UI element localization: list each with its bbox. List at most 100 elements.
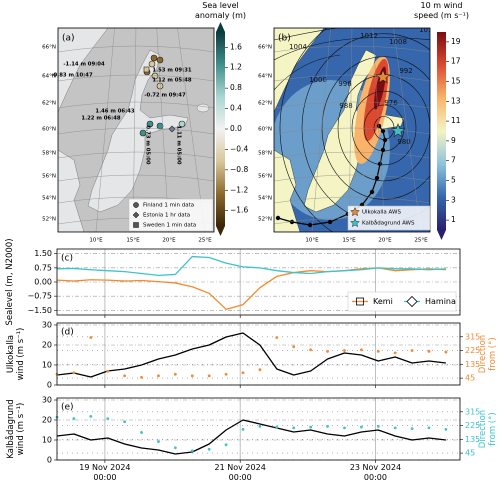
x-tick-label: 21 Nov 2024 00:00 [214, 463, 266, 482]
colorbar-tick-label: 9 [451, 136, 456, 145]
direction-point [275, 336, 279, 339]
annotation: -1.14 m 09:04 [63, 62, 105, 68]
station [139, 129, 147, 137]
lon-label: 25°E [414, 238, 428, 244]
panel-label: (a) [62, 34, 75, 44]
graticule [177, 28, 206, 232]
track-point [382, 137, 388, 143]
isobar-label: 1008 [389, 38, 407, 46]
sea [58, 28, 109, 113]
series-line [56, 332, 446, 378]
annotation: -0.83 m 10:47 [51, 73, 93, 79]
colorbar-tick-label: −1.6 [230, 206, 248, 215]
direction-point [359, 425, 363, 429]
y-tick-label: −1.50 [27, 306, 52, 315]
colorbar-extend [437, 230, 446, 240]
direction-point [292, 426, 296, 430]
annotation: 1.46 m 06:43 [95, 109, 134, 115]
colorbar-tick-label: 0.8 [230, 83, 242, 92]
graticule [58, 101, 214, 109]
track-point [369, 189, 375, 195]
colorbar [437, 32, 446, 230]
graticule [58, 127, 214, 135]
direction-point [89, 414, 93, 418]
y-tick-label: 1.50 [34, 249, 52, 258]
direction-point [292, 345, 296, 349]
lon-label: 10°E [305, 238, 319, 244]
axes-frame [56, 397, 461, 461]
direction-point [343, 426, 346, 430]
direction-point [106, 369, 110, 373]
colorbar [216, 32, 225, 226]
colorbar-tick-label: 7 [451, 156, 456, 165]
y-tick-label: 30 [42, 321, 52, 330]
lat-label: 54°N [42, 196, 56, 202]
colorbar-tick-label: 17 [451, 57, 461, 66]
axes-frame [56, 248, 461, 316]
track-point [380, 147, 386, 153]
colorbar-tick-label: −0.4 [230, 144, 248, 153]
direction-point [190, 374, 194, 378]
map-area: 1004 1012 1008 1012 1000 996 992 988 976 980 [274, 28, 430, 232]
direction-point [410, 349, 414, 352]
y-tick-label: 0.00 [34, 278, 52, 287]
direction-point [309, 348, 313, 352]
y2-tick-label: 45 [465, 449, 475, 458]
direction-point [123, 420, 127, 424]
graticule [348, 28, 353, 232]
y2-tick-label: 315 [465, 332, 480, 341]
direction-point [173, 446, 177, 450]
graticule [274, 45, 430, 53]
legend-marker [133, 222, 139, 228]
isobar-label: 1000 [309, 76, 327, 84]
y-tick-label: 30 [42, 396, 52, 405]
graticule [95, 28, 115, 232]
isobar [274, 28, 340, 41]
direction-point [72, 417, 76, 421]
y-axis-label: Kalbådagrund wind (m s⁻¹) [5, 399, 26, 459]
legend-label: Sweden 1 min data [143, 223, 196, 229]
legend-box [128, 198, 214, 232]
direction-point [393, 351, 397, 355]
isobar-label: 996 [338, 80, 352, 88]
legend-label: Finland 1 min data [143, 203, 194, 209]
graticule [311, 28, 331, 232]
y-tick-label: 0.75 [34, 263, 52, 272]
direction-point [444, 350, 448, 354]
track-point [289, 219, 295, 225]
y-tick-label: 0 [47, 456, 52, 465]
y2-tick-label: 315 [465, 407, 480, 416]
station [143, 66, 150, 73]
direction-point [72, 371, 76, 375]
track-point [327, 219, 333, 225]
legend-marker [133, 202, 139, 208]
direction-point [140, 431, 143, 434]
track-point [380, 128, 386, 134]
direction-point [190, 449, 194, 453]
colorbar-title: Sea level anomaly (m) [194, 1, 247, 20]
wind-field [274, 149, 301, 232]
isobar-label: 988 [339, 102, 352, 110]
panel-label: (b) [278, 34, 291, 44]
annotation: 1.53 m 09:31 [152, 68, 191, 74]
axes-frame [56, 322, 461, 386]
direction-point [258, 368, 262, 372]
graticule [58, 45, 214, 53]
direction-point [376, 349, 380, 353]
y2-tick-label: 225 [465, 421, 480, 430]
station [146, 120, 154, 128]
map-frame [273, 27, 431, 233]
colorbar-tick-label: 1.6 [230, 42, 242, 51]
colorbar-tick-label: 19 [451, 37, 461, 46]
colorbar-tick-label: 1.2 [230, 63, 242, 72]
track-point [275, 215, 281, 221]
lon-label: 25°E [198, 238, 212, 244]
direction-point [393, 426, 397, 430]
y-tick-label: 10 [42, 436, 52, 445]
isobar-label: 992 [399, 67, 412, 75]
direction-point [173, 372, 177, 376]
legend-box [347, 205, 431, 231]
colorbar-tick-label: 5 [451, 176, 456, 185]
